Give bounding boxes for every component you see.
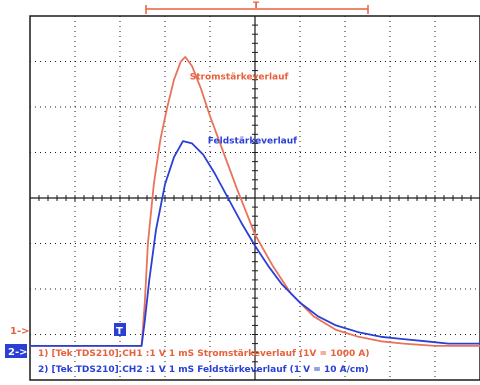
annotation-1: Stromstärkeverlauf bbox=[190, 73, 289, 83]
trigger-level-label: T bbox=[116, 326, 123, 337]
waveform-annotations: Stromstärkeverlauf Feldstärkeverlauf bbox=[190, 73, 297, 147]
ch1-ground-marker[interactable]: 1-> bbox=[10, 326, 30, 337]
ch2-ground-marker[interactable] bbox=[5, 344, 27, 358]
trace-series-1 bbox=[30, 56, 480, 347]
graticule bbox=[29, 15, 480, 381]
readout-line-2: 2) [Tek TDS210].CH2 :1 V 1 mS Feldstärke… bbox=[38, 365, 369, 375]
trigger-position-bar[interactable]: T bbox=[145, 1, 369, 14]
trigger-marker: T bbox=[253, 1, 260, 11]
trigger-level-marker[interactable] bbox=[114, 323, 126, 336]
ch2-ground-label: 2-> bbox=[8, 347, 28, 358]
trace-series-2 bbox=[30, 140, 480, 347]
annotation-2: Feldstärkeverlauf bbox=[208, 136, 297, 146]
waveform-traces bbox=[30, 56, 480, 347]
readout-line-1: 1) [Tek TDS210].CH1 :1 V 1 mS Stromstärk… bbox=[38, 349, 369, 359]
